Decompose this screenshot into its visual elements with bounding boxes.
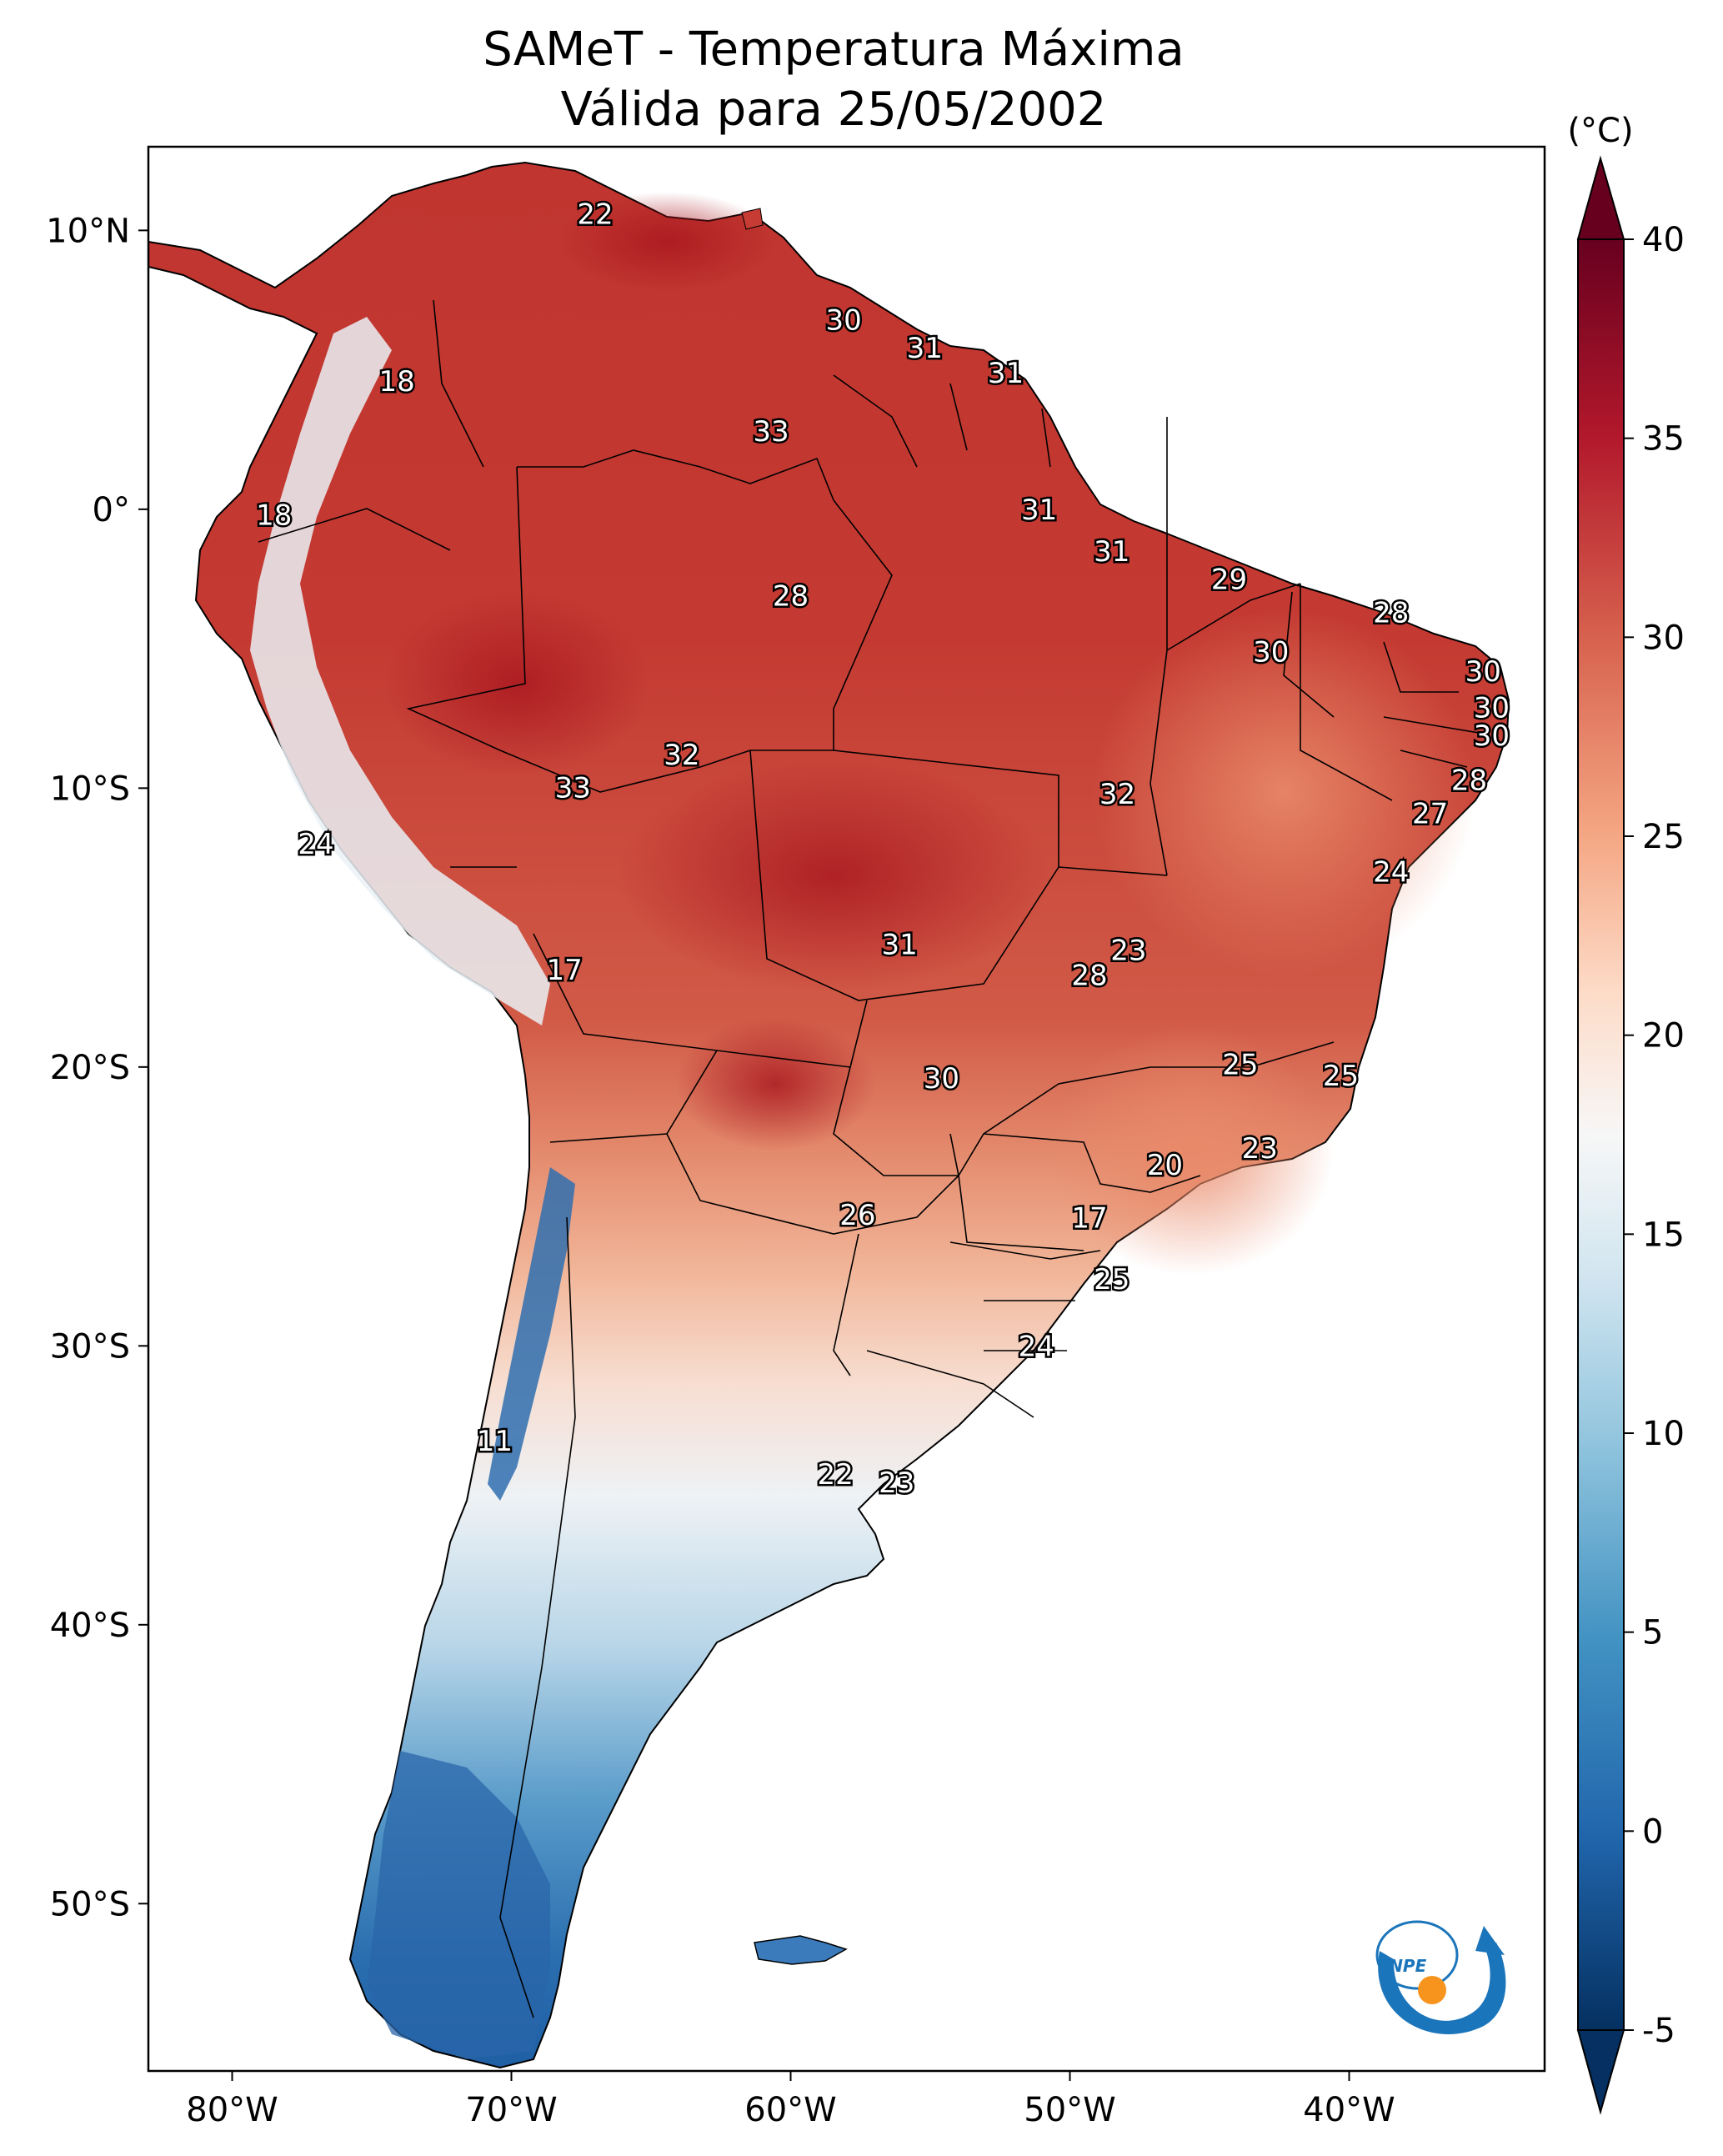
city-temperature-label: 18	[256, 499, 292, 533]
city-temperature-label: 23	[1110, 934, 1146, 967]
hotspot-mato-grosso	[617, 759, 1050, 992]
city-temperature-label: 30	[1474, 691, 1510, 725]
colorbar-top-extension	[1576, 155, 1625, 240]
lat-tick-label: 10°N	[46, 212, 130, 250]
city-temperature-label: 30	[1253, 635, 1289, 669]
city-temperature-label: 17	[547, 954, 583, 987]
lat-tick-label: 0°	[93, 491, 130, 529]
colorbar-bottom-extension	[1576, 2029, 1625, 2115]
longitude-axis: 80°W 70°W 60°W 50°W 40°W	[186, 2071, 1395, 2129]
warm-southeast	[1050, 1025, 1334, 1276]
city-temperature-label: 30	[1465, 655, 1501, 689]
lat-tick-label: 50°S	[50, 1885, 130, 1923]
colorbar-unit-label: (°C)	[1567, 112, 1633, 150]
map-title-line1: SAMeT - Temperatura Máxima	[483, 23, 1185, 77]
city-temperature-label: 31	[907, 332, 943, 365]
inpe-logo: INPE	[1375, 1920, 1506, 2034]
hotspot-chaco	[675, 1017, 875, 1151]
map-frame	[147, 145, 1546, 2073]
city-temperature-label: 22	[577, 198, 613, 231]
lat-tick-label: 10°S	[50, 770, 130, 808]
lon-tick-label: 60°W	[744, 2091, 836, 2129]
colorbar-tick-label: 20	[1642, 1017, 1685, 1055]
warm-northeast	[1092, 609, 1475, 975]
city-temperature-label: 28	[1373, 597, 1409, 630]
city-temperature-label: 28	[1451, 764, 1487, 797]
city-temperature-label: 28	[773, 580, 809, 614]
city-temperature-label: 25	[1323, 1060, 1359, 1093]
inpe-logo-sun	[1418, 1976, 1446, 2004]
city-temperature-label: 31	[1094, 535, 1129, 569]
city-temperature-label: 32	[664, 739, 699, 772]
lon-tick-label: 80°W	[186, 2091, 278, 2129]
colorbar-tick-label: 0	[1642, 1813, 1663, 1851]
lon-tick-label: 40°W	[1303, 2091, 1395, 2129]
colorbar-body	[1577, 238, 1625, 2031]
colorbar: (°C) 40 35 30 25 20 15 10 5 0 -5	[1567, 112, 1685, 2115]
colorbar-tick-label: 15	[1642, 1216, 1685, 1254]
city-temperature-label: 28	[1071, 959, 1107, 992]
colorbar-tick-label: 30	[1642, 619, 1685, 657]
city-temperature-label: 30	[924, 1062, 959, 1096]
city-temperature-label: 29	[1211, 563, 1247, 596]
city-temperature-label: 25	[1222, 1048, 1258, 1081]
colorbar-tick-label: 10	[1642, 1415, 1685, 1453]
city-temperature-label: 31	[988, 357, 1024, 390]
inpe-logo-swoosh	[1378, 1943, 1506, 2034]
falkland-islands	[754, 1935, 848, 1965]
lat-tick-label: 20°S	[50, 1049, 130, 1087]
colorbar-tick-label: 5	[1642, 1614, 1663, 1652]
caribbean-islands	[741, 208, 764, 230]
political-borders	[258, 299, 1485, 2018]
city-temperature-label: 24	[1373, 856, 1409, 890]
inpe-logo-arrow	[1475, 1926, 1505, 1955]
patagonia-cold	[367, 1751, 550, 2059]
city-temperature-label: 24	[1019, 1330, 1054, 1363]
inpe-logo-text: INPE	[1383, 1956, 1427, 1976]
city-temperature-label: 31	[1021, 494, 1057, 527]
city-temperature-label: 22	[817, 1458, 853, 1492]
colorbar-tick-label: 40	[1642, 221, 1685, 259]
lat-tick-label: 30°S	[50, 1327, 130, 1366]
city-temperature-label: 32	[1099, 778, 1135, 811]
lon-tick-label: 70°W	[465, 2091, 557, 2129]
inpe-logo-orbit	[1375, 1920, 1459, 1990]
city-temperature-label: 30	[826, 303, 862, 337]
city-temperature-label: 23	[1242, 1132, 1278, 1166]
andes-cold-band-north	[250, 317, 550, 1025]
city-temperature-label: 18	[379, 365, 415, 399]
city-temperature-label: 24	[298, 828, 333, 861]
colorbar-tick-label: 35	[1642, 420, 1685, 459]
map-title-line2: Válida para 25/05/2002	[561, 83, 1107, 137]
city-temperature-label: 30	[1474, 720, 1510, 753]
city-temperature-label: 26	[839, 1199, 875, 1232]
city-temperature-label: 17	[1071, 1201, 1107, 1235]
latitude-axis: 10°N 0° 10°S 20°S 30°S 40°S 50°S	[46, 212, 148, 1923]
andes-cold-band-south	[488, 1167, 575, 1501]
city-temperature-label: 27	[1412, 797, 1448, 830]
city-temperature-label: 23	[879, 1467, 914, 1500]
city-temperature-label: 20	[1147, 1149, 1183, 1182]
lon-tick-label: 50°W	[1024, 2091, 1115, 2129]
colorbar-tick-label: -5	[1642, 2012, 1675, 2050]
city-temperature-label: 11	[477, 1425, 513, 1458]
city-temperature-label: 25	[1094, 1263, 1129, 1296]
city-temperature-label: 33	[555, 771, 591, 805]
city-temperature-label: 31	[882, 929, 918, 962]
city-temperature-label: 33	[753, 415, 789, 449]
colorbar-tick-label: 25	[1642, 818, 1685, 856]
lat-tick-label: 40°S	[50, 1607, 130, 1645]
hotspot-amazon	[383, 592, 650, 775]
colorbar-ticks: 40 35 30 25 20 15 10 5 0 -5	[1624, 221, 1685, 2050]
hotspot-venezuela	[558, 192, 775, 292]
